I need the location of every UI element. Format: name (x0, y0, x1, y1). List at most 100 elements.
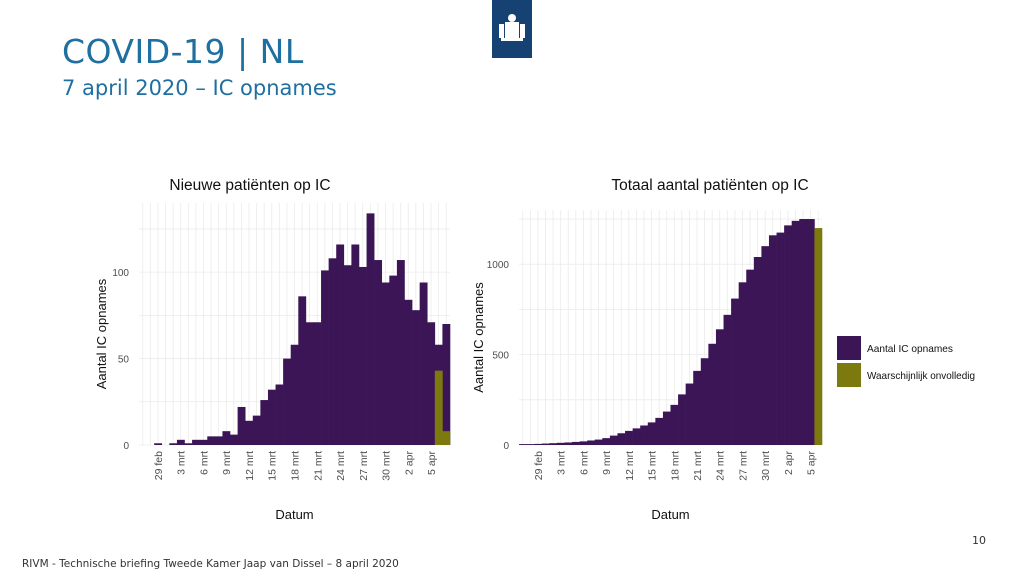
bar-ic-admissions (700, 358, 709, 445)
y-tick-label: 0 (503, 441, 509, 452)
bar-ic-admissions (305, 322, 314, 445)
bar-ic-admissions (192, 439, 200, 445)
bar-ic-admissions (199, 439, 208, 445)
bar-ic-admissions (176, 439, 185, 445)
bar-ic-admissions (715, 329, 724, 445)
x-tick-label: 18 mrt (669, 451, 681, 481)
bar-ic-admissions (412, 310, 420, 445)
bar-ic-admissions (290, 344, 299, 445)
bar-ic-admissions (230, 434, 238, 445)
x-tick-label: 15 mrt (647, 451, 659, 481)
x-tick-label: 21 mrt (312, 451, 324, 481)
bar-ic-admissions (708, 343, 717, 445)
bar-ic-admissions (791, 220, 800, 445)
x-tick-label: 30 mrt (760, 451, 772, 481)
bar-ic-admissions (738, 282, 747, 445)
legend-label: Waarschijnlijk onvolledig (867, 370, 975, 382)
bar-ic-admissions (731, 298, 739, 445)
bar-ic-admissions (647, 422, 656, 445)
bar-ic-admissions (768, 235, 777, 445)
y-tick-label: 0 (123, 441, 129, 452)
x-tick-label: 27 mrt (737, 451, 749, 481)
bar-ic-admissions (328, 258, 337, 445)
bar-ic-admissions (321, 270, 329, 445)
chart-title: Totaal aantal patiënten op IC (611, 177, 808, 194)
x-tick-label: 6 mrt (198, 451, 210, 475)
bar-ic-admissions (761, 246, 770, 445)
bar-ic-admissions (298, 296, 307, 445)
bar-ic-admissions (753, 257, 762, 445)
x-tick-label: 5 apr (426, 451, 438, 475)
legend-label: Aantal IC opnames (867, 343, 953, 355)
ic-charts: 0 50 100 29 feb 3 mrt 6 mrt 9 mrt 12 mrt 15 mrt 1… (94, 177, 975, 522)
bar-ic-admissions (154, 443, 163, 445)
bar-ic-admissions (655, 417, 664, 445)
x-tick-label: 2 apr (783, 451, 795, 475)
bar-ic-admissions (275, 384, 284, 445)
bar-ic-admissions (662, 411, 671, 445)
bar-ic-admissions (419, 282, 428, 445)
x-tick-label: 3 mrt (176, 451, 188, 475)
bar-ic-admissions (214, 436, 223, 445)
bar-ic-admissions (678, 394, 686, 445)
x-tick-label: 29 feb (533, 451, 545, 480)
x-tick-label: 12 mrt (624, 451, 636, 481)
bar-ic-admissions (594, 439, 603, 445)
bar-ic-admissions (609, 435, 618, 445)
x-axis-label: Datum (275, 507, 313, 522)
x-tick-label: 21 mrt (692, 451, 704, 481)
bar-ic-admissions (343, 265, 352, 445)
slide-title: COVID-19 | NL (62, 32, 304, 71)
bar-ic-admissions (526, 444, 535, 445)
bar-ic-admissions (556, 442, 565, 445)
bar-ic-admissions (336, 244, 345, 445)
bar-ic-admissions (358, 266, 367, 445)
legend-swatch (837, 336, 861, 360)
x-axis-label: Datum (651, 507, 689, 522)
government-logo (492, 0, 532, 58)
y-tick-label: 100 (112, 268, 129, 279)
x-tick-label: 27 mrt (358, 451, 370, 481)
bar-ic-admissions (366, 213, 375, 445)
y-axis-label: Aantal IC opnames (471, 282, 486, 393)
bar-ic-admissions (541, 443, 550, 445)
bar-ic-admissions (207, 436, 216, 445)
bar-ic-admissions (572, 441, 580, 445)
x-tick-label: 15 mrt (267, 451, 279, 481)
x-tick-label: 9 mrt (221, 451, 233, 475)
bar-ic-admissions (184, 443, 193, 445)
y-tick-label: 500 (492, 351, 509, 362)
x-tick-label: 6 mrt (578, 451, 590, 475)
bar-ic-admissions (351, 244, 360, 445)
bar-ic-admissions (602, 438, 611, 445)
y-tick-label: 50 (118, 355, 130, 366)
bar-ic-admissions (693, 370, 702, 445)
bar-ic-admissions (283, 358, 292, 445)
bar-ic-admissions (245, 420, 254, 445)
bar-ic-admissions (404, 299, 413, 445)
bar-incomplete (434, 370, 443, 445)
bar-ic-admissions (534, 443, 543, 445)
bar-ic-admissions (746, 269, 755, 445)
x-tick-label: 3 mrt (556, 451, 568, 475)
x-tick-label: 24 mrt (715, 451, 727, 481)
bar-ic-admissions (579, 441, 588, 445)
bar-ic-admissions (723, 314, 732, 445)
bar-ic-admissions (222, 431, 231, 445)
bar-ic-admissions (799, 219, 808, 445)
chart-title: Nieuwe patiënten op IC (169, 177, 330, 194)
bar-ic-admissions (313, 322, 322, 445)
bar-ic-admissions (427, 322, 436, 445)
x-tick-label: 18 mrt (290, 451, 302, 481)
bar-ic-admissions (632, 428, 641, 445)
bar-ic-admissions (381, 282, 390, 445)
bar-ic-admissions (389, 275, 398, 445)
bar-ic-admissions (670, 404, 679, 445)
bar-ic-admissions (237, 406, 246, 445)
bar-ic-admissions (442, 324, 451, 445)
slide-subtitle: 7 april 2020 – IC opnames (62, 76, 337, 100)
bar-ic-admissions (549, 443, 558, 445)
x-tick-label: 24 mrt (335, 451, 347, 481)
legend-swatch (837, 363, 861, 387)
bar-ic-admissions (260, 400, 269, 445)
